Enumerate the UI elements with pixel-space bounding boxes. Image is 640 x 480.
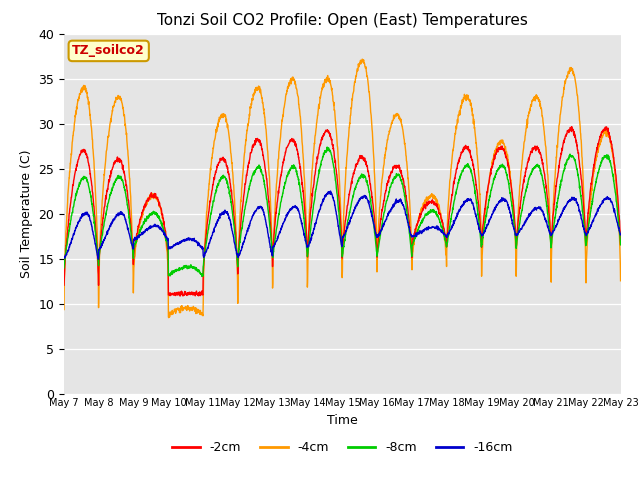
Text: TZ_soilco2: TZ_soilco2 bbox=[72, 44, 145, 58]
Y-axis label: Soil Temperature (C): Soil Temperature (C) bbox=[20, 149, 33, 278]
Legend: -2cm, -4cm, -8cm, -16cm: -2cm, -4cm, -8cm, -16cm bbox=[167, 436, 518, 459]
X-axis label: Time: Time bbox=[327, 414, 358, 427]
Title: Tonzi Soil CO2 Profile: Open (East) Temperatures: Tonzi Soil CO2 Profile: Open (East) Temp… bbox=[157, 13, 528, 28]
